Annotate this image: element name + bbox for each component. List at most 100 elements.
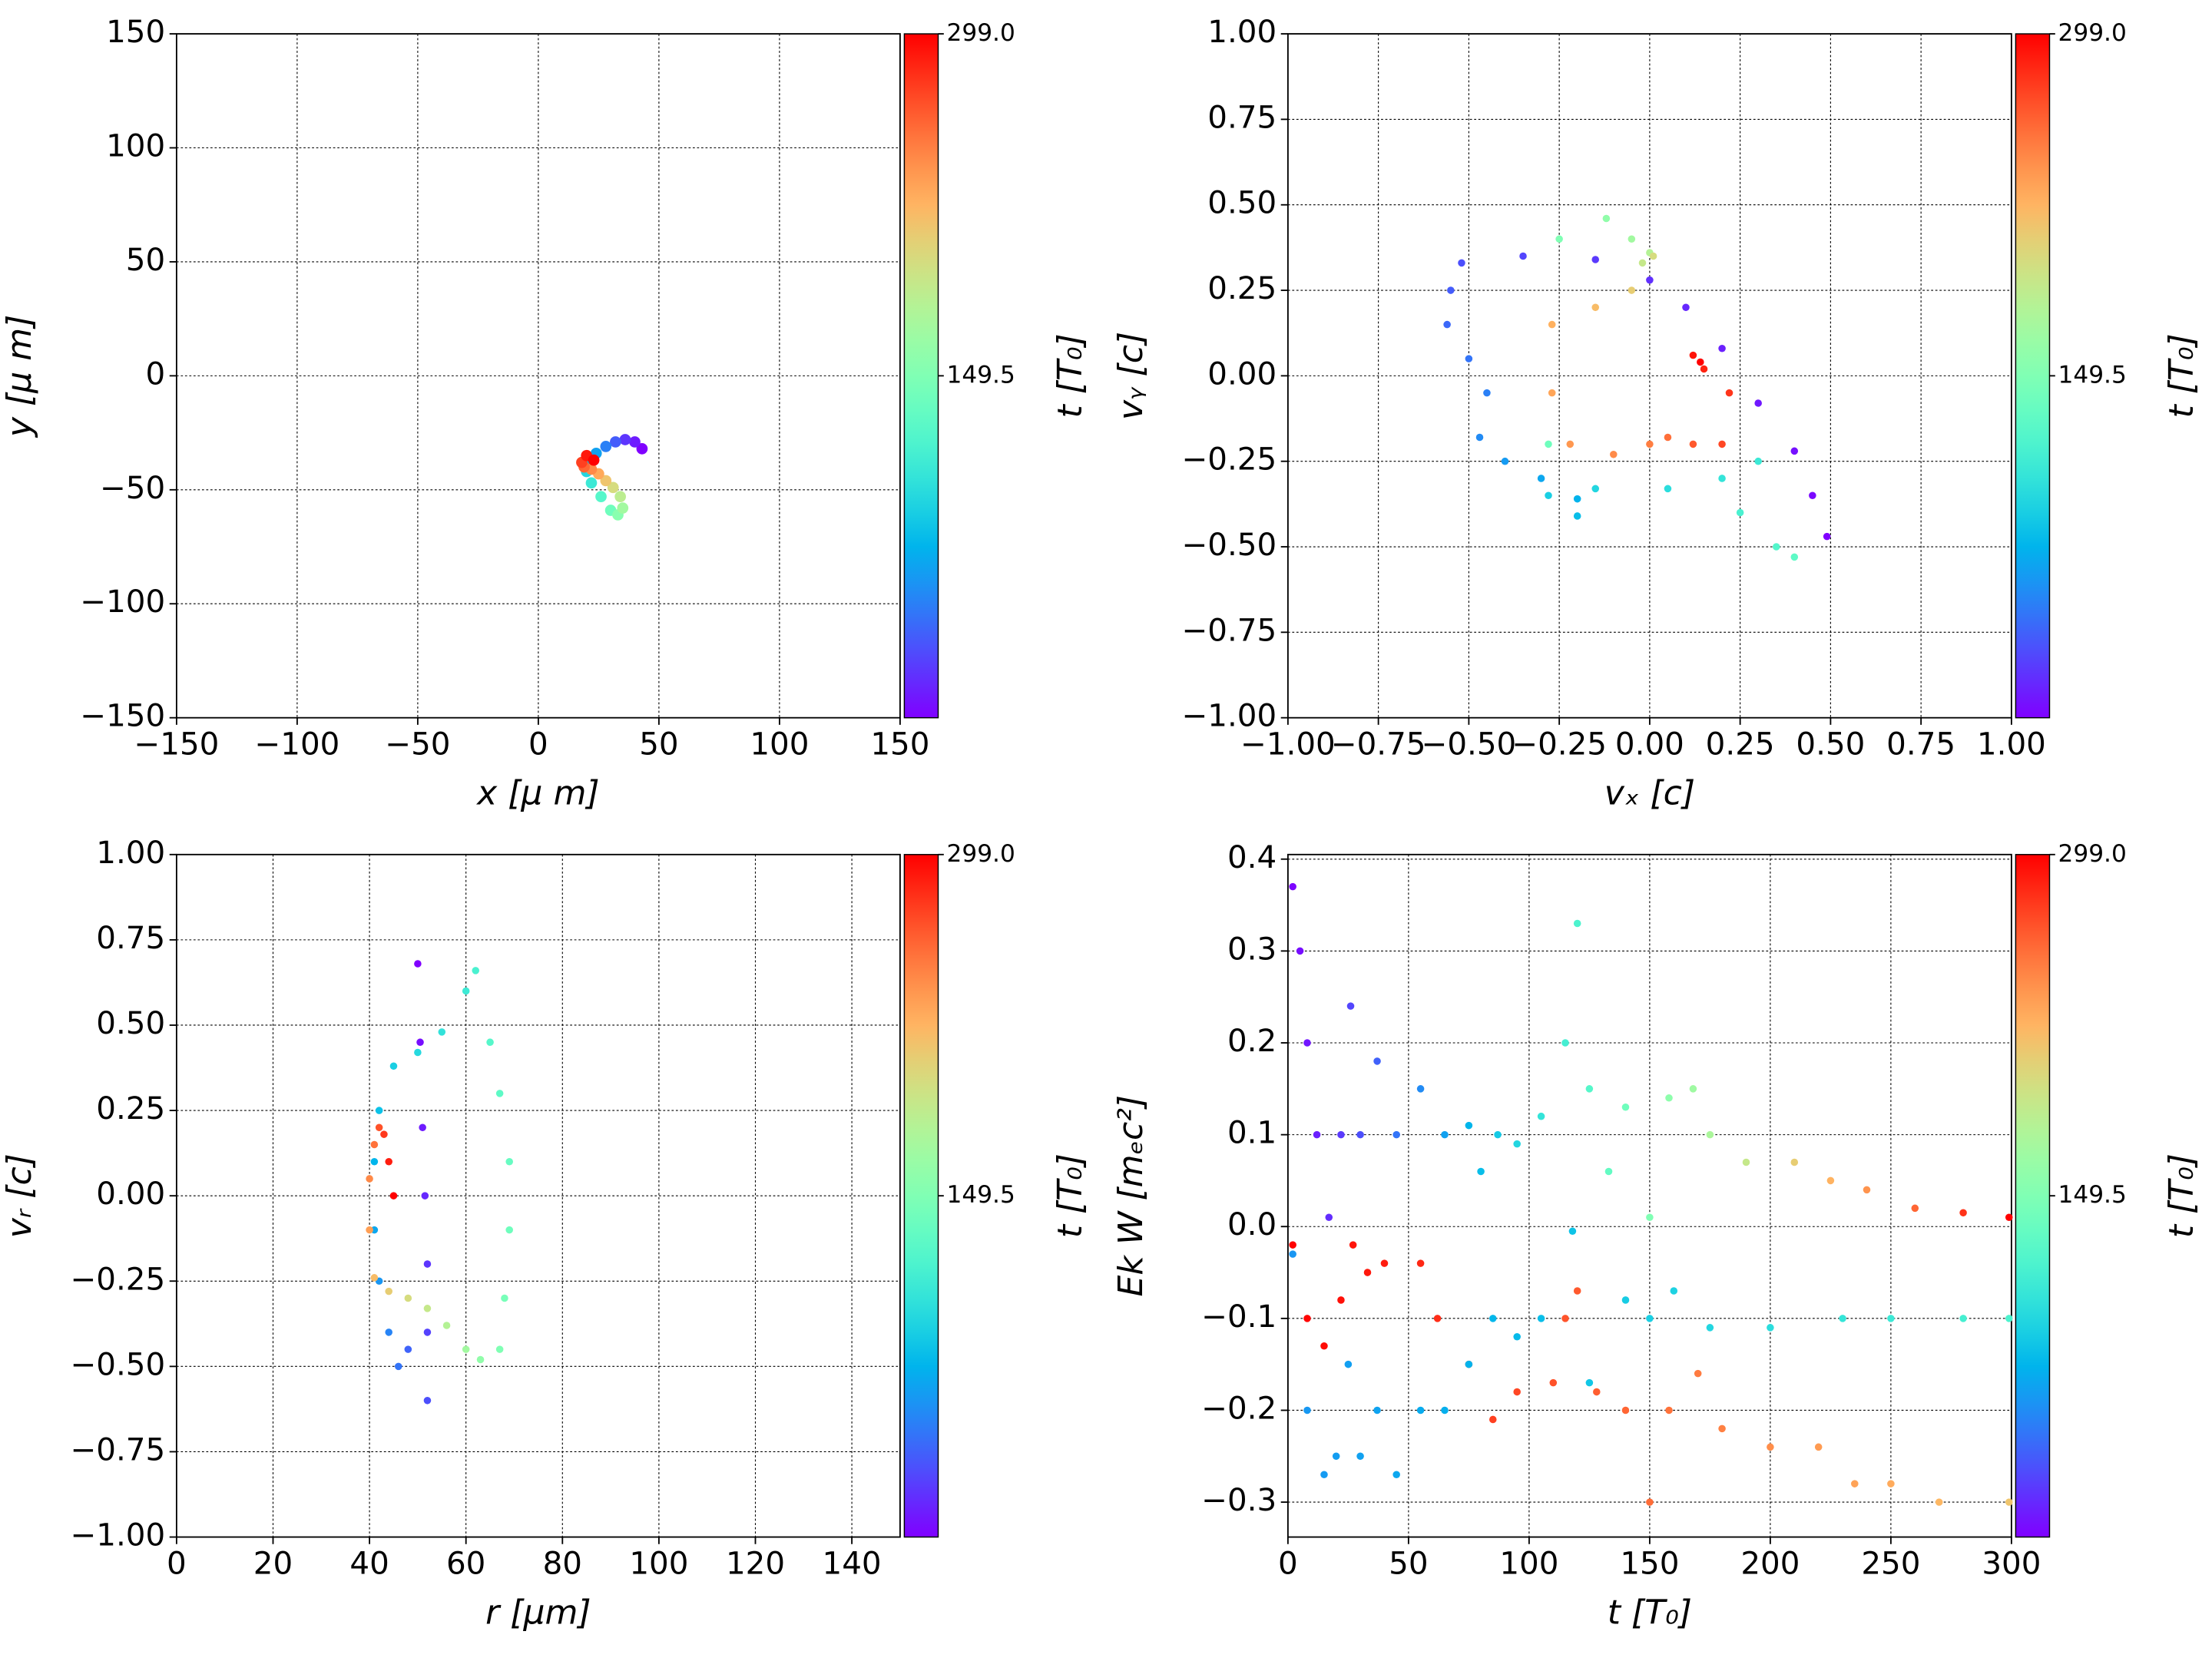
point: [1513, 1333, 1521, 1341]
point: [1325, 1213, 1333, 1222]
point: [1935, 1498, 1943, 1506]
point: [1356, 1130, 1364, 1139]
point: [505, 1226, 513, 1234]
colorbar-tick-label: 299.0: [2058, 840, 2126, 868]
x-axis-label: t [T₀]: [1608, 1593, 1692, 1633]
point: [1373, 1406, 1381, 1415]
point: [1887, 1480, 1895, 1487]
point: [617, 502, 629, 514]
point: [375, 1107, 383, 1114]
point: [588, 454, 600, 466]
x-tick-label: 0.25: [1706, 726, 1775, 762]
point: [1296, 947, 1304, 955]
point: [1289, 1241, 1296, 1249]
plot-frame: [1286, 853, 2012, 1538]
point: [505, 1157, 513, 1166]
point: [1638, 259, 1647, 267]
point: [1416, 1085, 1425, 1093]
point: [1665, 1406, 1673, 1415]
point: [1568, 1227, 1577, 1235]
colorbar-label: t [T₀]: [1051, 1153, 1090, 1238]
point: [1519, 252, 1527, 260]
point: [421, 1192, 429, 1199]
y-tick-label: −0.25: [1181, 442, 1277, 478]
point: [462, 1345, 470, 1353]
y-tick-label: −0.2: [1201, 1390, 1277, 1426]
y-tick-label: −1.00: [1181, 698, 1277, 734]
y-tick-label: −0.75: [1181, 612, 1277, 648]
x-tick-label: 0.00: [1615, 726, 1684, 762]
colorbar-tick-label: 299.0: [2058, 19, 2126, 47]
point: [2005, 1213, 2013, 1222]
y-tick-label: −100: [80, 584, 165, 620]
point: [1513, 1140, 1521, 1148]
point: [1610, 451, 1618, 458]
point: [1602, 214, 1611, 223]
point: [1700, 365, 1708, 373]
point: [1443, 320, 1451, 329]
point: [1320, 1471, 1328, 1478]
point: [389, 1062, 398, 1070]
point: [1433, 1315, 1442, 1322]
point: [1591, 303, 1600, 312]
point: [1809, 491, 1816, 499]
colorbar-tick-label: 149.5: [946, 1181, 1015, 1209]
point: [495, 1345, 504, 1353]
point: [600, 475, 612, 487]
y-tick-label: −0.25: [70, 1261, 165, 1297]
point: [416, 1038, 424, 1046]
point: [1380, 1259, 1389, 1267]
y-tick-label: −0.50: [1181, 527, 1277, 563]
point: [1289, 882, 1296, 891]
y-tick-label: 0.0: [1227, 1206, 1277, 1242]
point: [1313, 1130, 1321, 1139]
point: [1591, 256, 1600, 263]
point: [1646, 1498, 1654, 1506]
y-tick-label: 0.75: [1207, 99, 1277, 135]
point: [1851, 1480, 1859, 1487]
point: [1665, 1094, 1673, 1102]
y-tick-label: 0.25: [96, 1090, 165, 1127]
point: [1475, 433, 1484, 442]
point: [423, 1397, 432, 1405]
x-axis-label: x [μ m]: [475, 774, 599, 813]
y-tick-label: 0.4: [1227, 839, 1277, 875]
x-tick-label: 50: [1389, 1545, 1428, 1581]
x-tick-label: −1.00: [1240, 726, 1336, 762]
point: [375, 1123, 383, 1132]
point: [366, 1175, 373, 1183]
x-tick-label: 200: [1740, 1545, 1800, 1581]
point: [1863, 1186, 1871, 1194]
point: [1718, 1424, 1726, 1433]
y-tick-label: −0.50: [70, 1346, 165, 1382]
colorbar-tick-label: 299.0: [946, 19, 1015, 47]
point: [1767, 1443, 1774, 1451]
x-tick-label: 120: [726, 1545, 785, 1581]
y-tick-label: 0: [145, 356, 165, 392]
y-tick-label: 1.00: [1207, 14, 1277, 50]
point: [423, 1260, 432, 1268]
y-tick-label: −0.75: [70, 1431, 165, 1468]
point: [1772, 543, 1780, 551]
point: [619, 434, 631, 445]
y-tick-label: −1.00: [70, 1517, 165, 1554]
point: [1664, 485, 1672, 493]
point: [1561, 1315, 1569, 1322]
colorbar: [2015, 33, 2051, 719]
point: [1344, 1360, 1353, 1368]
point: [404, 1345, 412, 1353]
y-axis-label: vᵧ [c]: [1111, 332, 1151, 420]
colorbar-tick-label: 299.0: [946, 840, 1015, 868]
point: [1604, 1167, 1613, 1176]
x-tick-label: 40: [349, 1545, 389, 1581]
point: [1718, 440, 1726, 448]
point: [366, 1226, 373, 1234]
x-tick-label: 300: [1982, 1545, 2041, 1581]
plot-frame: [175, 33, 901, 719]
point: [1489, 1315, 1497, 1322]
x-tick-label: 0.75: [1886, 726, 1955, 762]
point: [1621, 1103, 1630, 1111]
point: [2005, 1498, 2013, 1506]
point: [1754, 457, 1762, 465]
point: [1839, 1315, 1846, 1322]
